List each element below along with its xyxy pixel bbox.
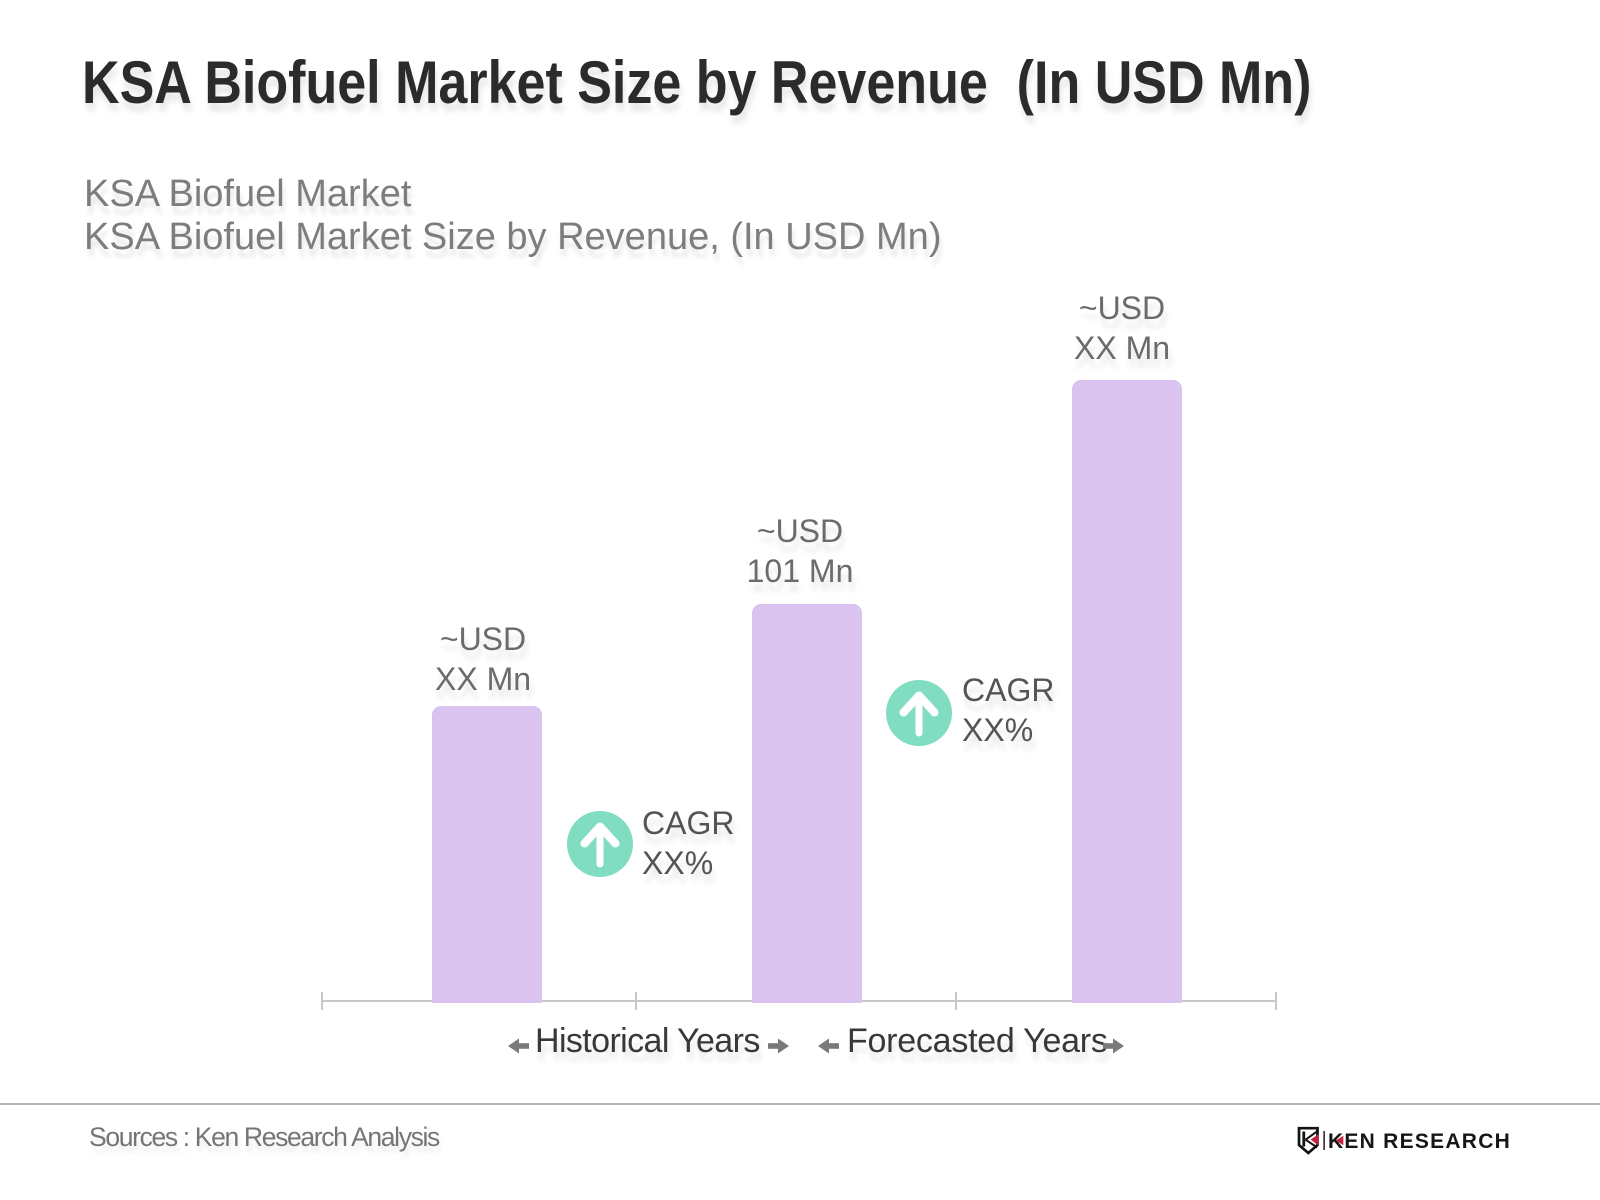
svg-text:KEN RESEARCH: KEN RESEARCH — [1328, 1130, 1511, 1153]
